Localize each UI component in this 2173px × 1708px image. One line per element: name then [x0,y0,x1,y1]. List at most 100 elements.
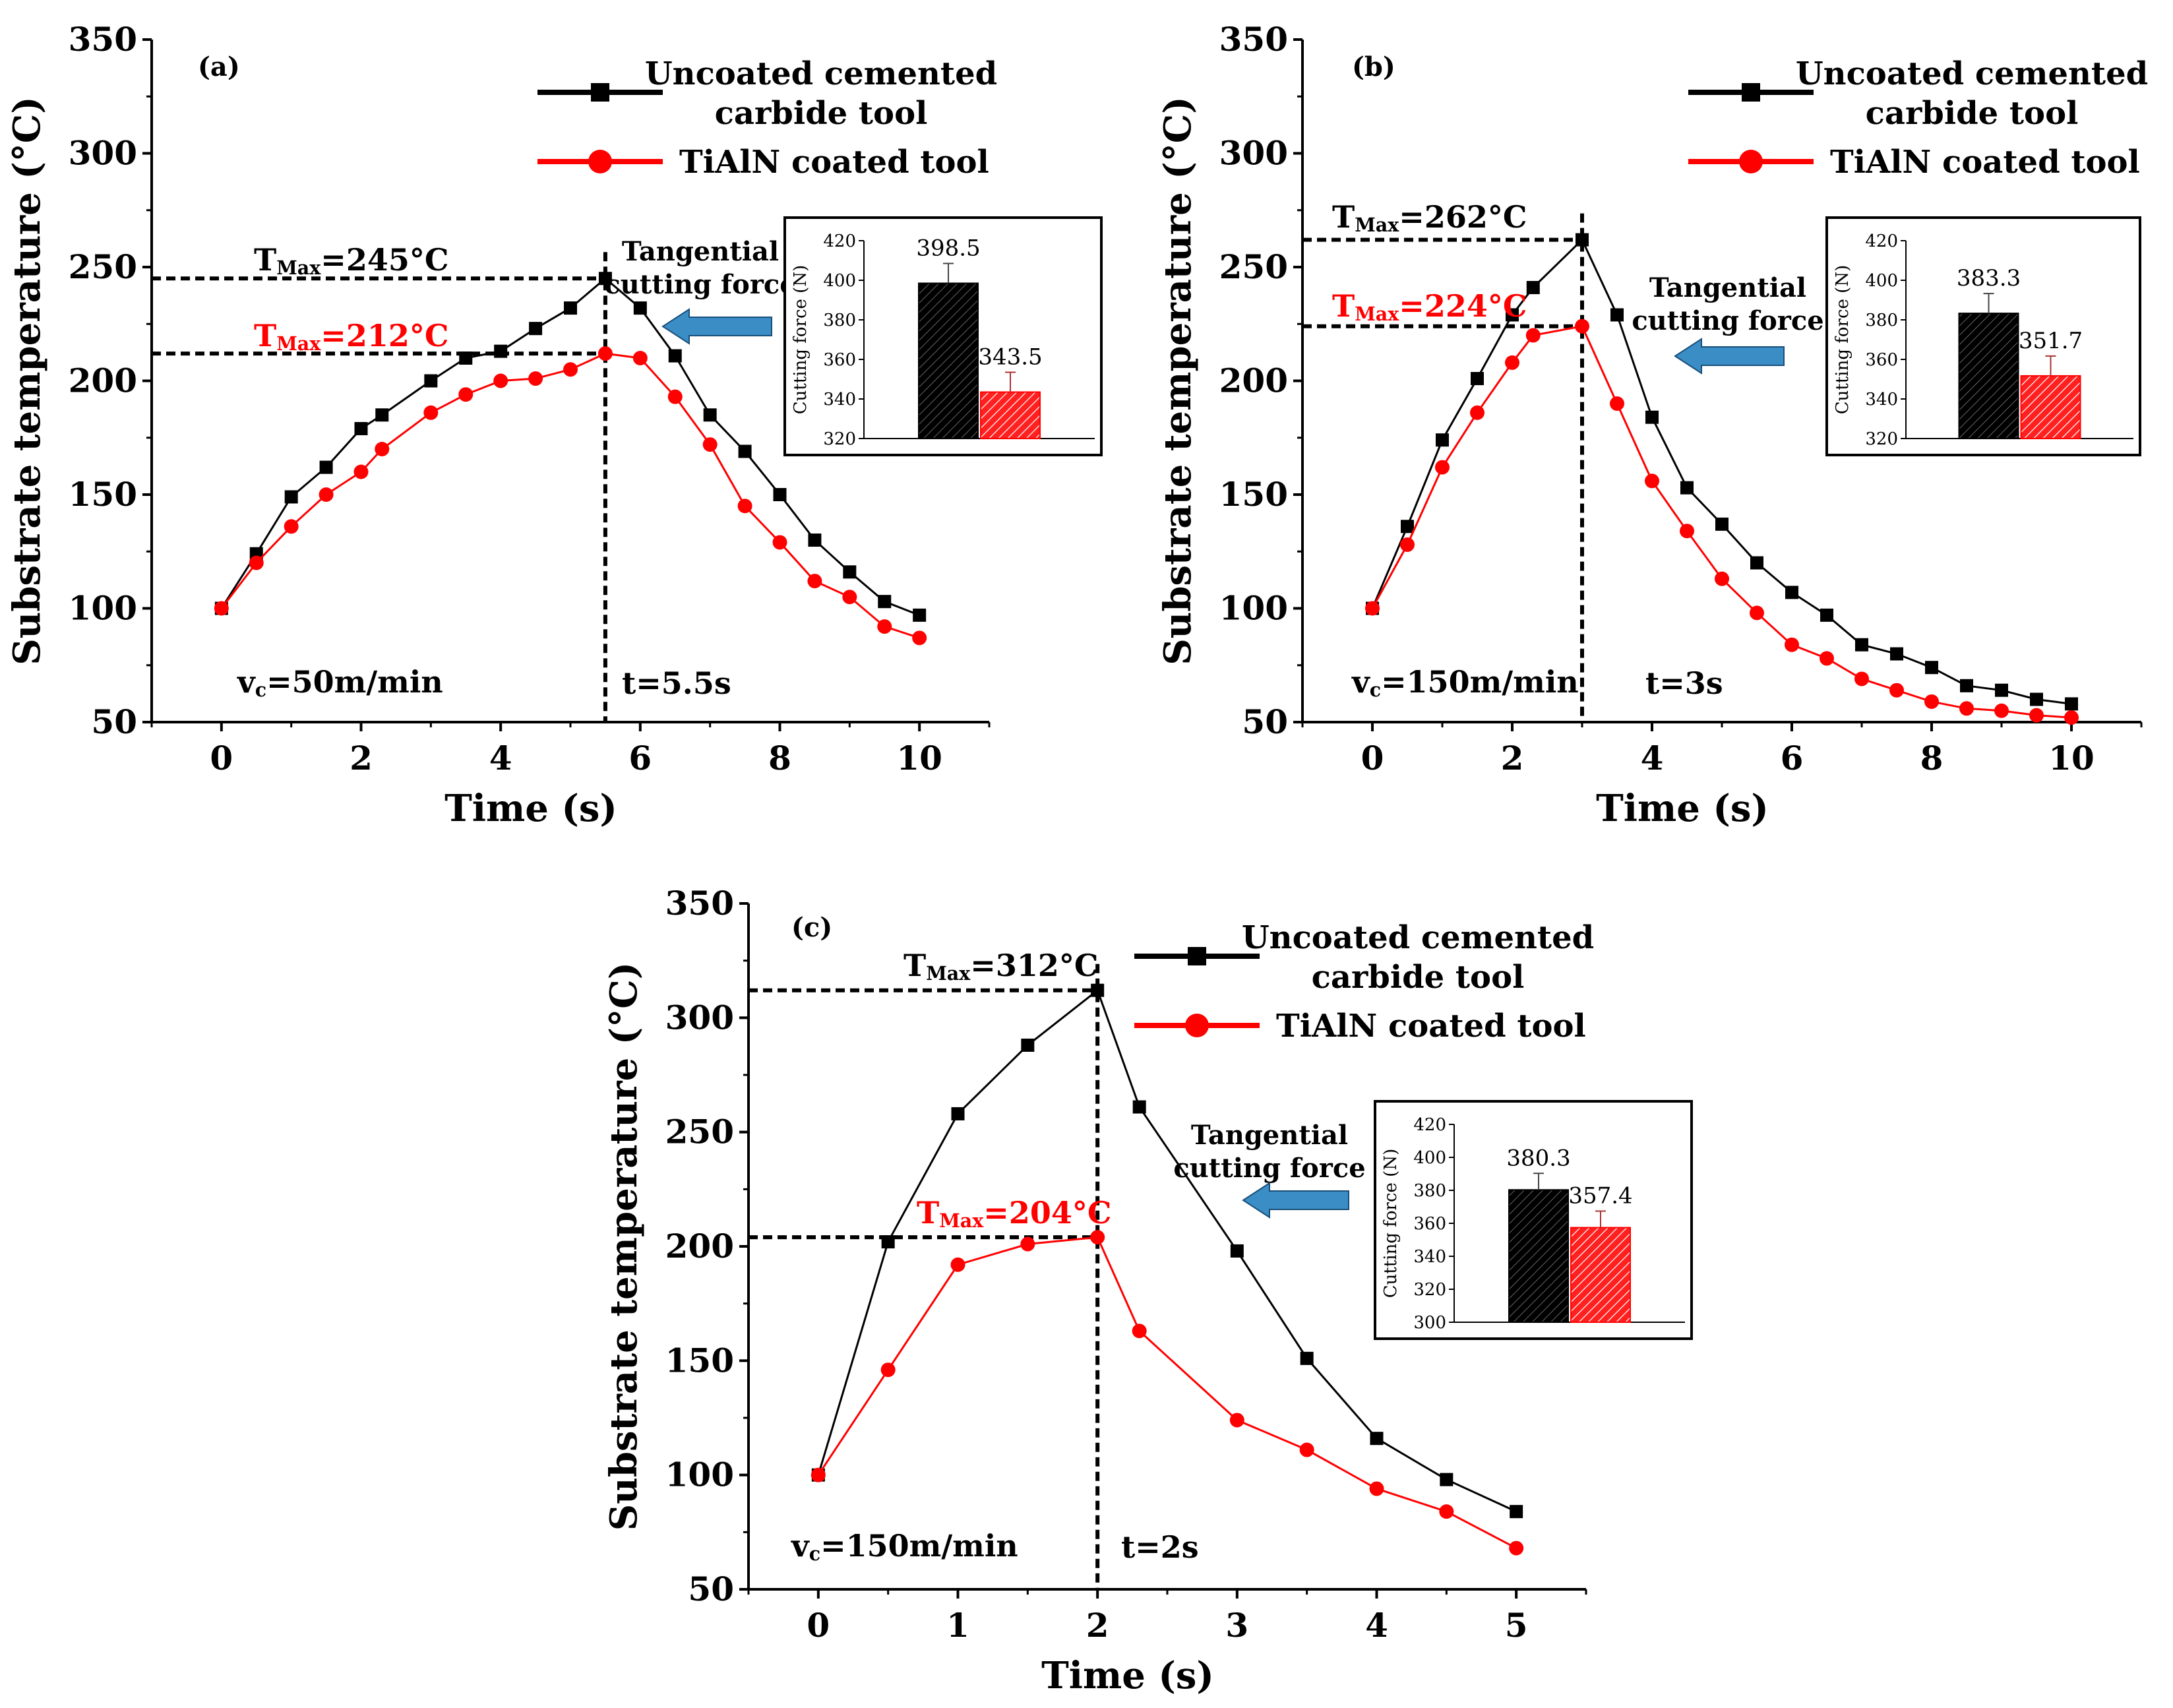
uncoated-point [1855,638,1868,652]
coated-point [1645,473,1659,489]
uncoated-point [843,565,857,579]
x-tick-label: 1 [946,1606,969,1645]
tmax-red-annotation: TMax=224°C [1332,288,1527,325]
coated-point [667,389,683,404]
coated-point [1470,405,1484,420]
tangential-label-2: cutting force [1173,1153,1365,1184]
uncoated-point [913,608,927,622]
inset-bar-coated [980,391,1041,439]
tmax-red-annotation-sub: Max [1355,303,1399,325]
uncoated-point [1820,608,1833,622]
y-tick-label: 300 [1219,134,1288,173]
uncoated-point [354,421,368,435]
coated-point [1610,396,1624,411]
cutting-speed-annotation: vc=150m/min [1351,664,1579,701]
y-axis-title: Substrate temperature (°C) [5,96,49,665]
legend-uncoated-marker [1188,947,1206,965]
uncoated-point [703,408,717,422]
uncoated-point [1300,1351,1314,1365]
inset-bar-coated [1570,1227,1631,1323]
uncoated-point [773,488,787,501]
inset-y-axis-title: Cutting force (N) [791,265,811,414]
coated-point [1229,1413,1244,1428]
x-tick-label: 3 [1225,1606,1248,1645]
coated-point [353,464,369,479]
inset-y-axis-title: Cutting force (N) [1833,265,1852,414]
coated-point [1854,671,1869,686]
legend-coated-marker [1739,150,1763,173]
x-tick-label: 5 [1505,1606,1528,1645]
inset-y-tick-label: 320 [823,429,856,449]
time-annotation: t=2s [1121,1529,1199,1565]
panel-1: 50 100 150 200 250 300 350 0 2 4 6 8 10 Time (s) Subst… [1156,20,2148,830]
coated-point [2029,708,2044,723]
uncoated-point [1091,983,1105,997]
tmax-red-annotation-sub: Max [276,332,321,355]
tmax-black-annotation-rest: =262°C [1399,199,1527,235]
inset-bar-coated [2020,375,2081,440]
uncoated-point [1576,233,1589,247]
tmax-black-annotation-sub: Max [276,257,321,279]
coated-point [880,1362,896,1378]
inset-y-tick-label: 360 [1865,350,1898,370]
x-tick-label: 10 [2048,739,2095,778]
force-arrow-icon [1674,338,1785,375]
legend-uncoated-label-2: carbide tool [1866,95,2079,132]
coated-point [1299,1442,1314,1457]
panel-label: (a) [198,51,240,82]
tmax-black-annotation: TMax=245°C [254,242,448,279]
coated-point [1435,460,1450,475]
coated-point [458,387,474,402]
coated-point [877,619,892,634]
time-annotation: t=3s [1645,665,1723,701]
y-tick-label: 300 [665,998,734,1037]
uncoated-point [1440,1473,1454,1486]
uncoated-point [494,344,508,358]
cutting-speed-annotation-prefix: v [791,1528,810,1564]
coated-point [1505,355,1519,370]
legend-uncoated-label-2: carbide tool [1312,959,1525,996]
uncoated-point [424,374,438,388]
coated-point [807,574,822,589]
inset-bar-value: 380.3 [1506,1145,1570,1171]
legend-uncoated-label: Uncoated cemented [1242,919,1594,956]
coated-point [1889,683,1904,698]
inset-y-tick-label: 380 [1413,1181,1446,1201]
x-tick-label: 0 [210,739,233,778]
panel-label: (c) [791,912,832,943]
tangential-label-2: cutting force [604,269,796,300]
panel-2: 50 100 150 200 250 300 350 0 1 2 3 4 5 Time (s) Substr… [602,884,1693,1697]
inset-y-tick-label: 360 [1413,1214,1446,1234]
coated-point [528,371,543,386]
uncoated-point [1230,1244,1244,1258]
inset-bar-value: 383.3 [1957,265,2021,291]
uncoated-point [1680,481,1694,495]
inset-y-tick-label: 320 [1413,1280,1446,1300]
legend-coated-marker [1185,1014,1209,1037]
cutting-speed-annotation-rest: =50m/min [266,664,443,700]
tmax-black-annotation-prefix: T [254,242,276,278]
x-tick-label: 10 [896,739,942,778]
y-tick-label: 50 [688,1570,734,1608]
inset-y-tick-label: 360 [823,350,856,370]
uncoated-point [1526,281,1540,295]
cutting-speed-annotation-sub: c [255,679,266,701]
y-tick-label: 100 [665,1455,734,1494]
uncoated-point [808,534,822,547]
uncoated-point [668,349,682,363]
uncoated-point [1021,1038,1035,1052]
uncoated-point [1925,661,1938,675]
tmax-red-annotation: TMax=212°C [254,318,448,355]
coated-point [563,362,578,377]
inset-y-tick-label: 320 [1865,429,1898,449]
coated-point [632,351,648,365]
time-annotation: t=5.5s [622,665,731,701]
tmax-red-annotation-rest: =224°C [1399,288,1527,324]
coated-point [1365,601,1380,616]
inset-y-tick-label: 420 [1413,1115,1446,1135]
coated-point [1785,637,1799,652]
uncoated-point [2065,697,2078,711]
tmax-red-annotation-rest: =212°C [321,318,448,353]
uncoated-point [1132,1100,1146,1114]
inset-y-tick-label: 380 [823,311,856,330]
